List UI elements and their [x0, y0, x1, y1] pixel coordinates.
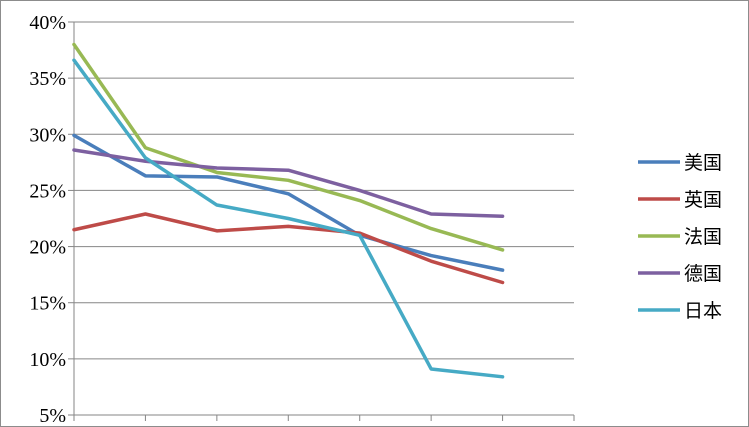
- legend-label: 日本: [684, 300, 722, 322]
- y-tick-label: 35%: [29, 68, 66, 90]
- series-line-1: [72, 133, 505, 272]
- y-tick-label: 10%: [29, 349, 66, 371]
- legend-label: 英国: [684, 189, 722, 211]
- series-line-3: [72, 42, 505, 252]
- gridlines: [74, 21, 574, 416]
- y-tick-label: 30%: [29, 124, 66, 146]
- legend-label: 法国: [684, 226, 722, 248]
- series-line-4: [72, 148, 505, 219]
- series-line-2: [72, 212, 505, 285]
- y-tick-label: 40%: [29, 12, 66, 34]
- y-tick-label: 5%: [39, 405, 66, 427]
- axes: [68, 21, 575, 421]
- legend-label: 德国: [684, 263, 722, 285]
- series-line-5: [72, 58, 505, 379]
- series-lines: [72, 42, 505, 379]
- y-tick-label: 20%: [29, 237, 66, 259]
- y-tick-label: 25%: [29, 180, 66, 202]
- y-tick-labels: 5% 10% 15% 20% 25% 30% 35% 40%: [29, 12, 66, 427]
- y-tick-label: 15%: [29, 293, 66, 315]
- legend-label: 美国: [684, 152, 722, 174]
